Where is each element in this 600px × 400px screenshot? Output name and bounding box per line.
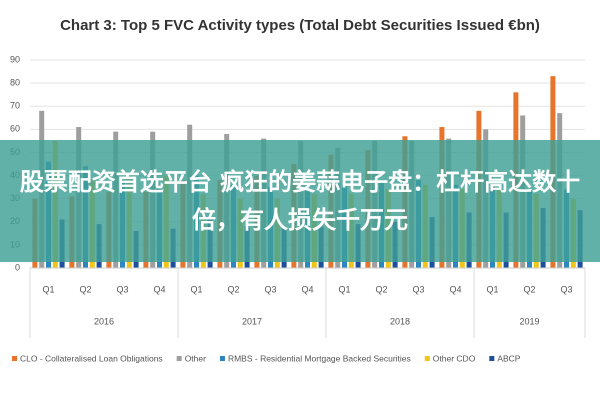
x-tick-label: Q3: [264, 284, 276, 294]
x-tick-label: Q2: [375, 284, 387, 294]
group-label: 2018: [390, 316, 410, 326]
x-tick-label: Q2: [79, 284, 91, 294]
x-tick-label: Q4: [449, 284, 461, 294]
x-tick-label: Q1: [190, 284, 202, 294]
legend-label: Other CDO: [433, 353, 476, 363]
x-tick-label: Q3: [412, 284, 424, 294]
legend-label: ABCP: [497, 353, 520, 363]
y-tick-label: 80: [10, 77, 20, 87]
legend-marker: [12, 356, 17, 361]
x-tick-label: Q2: [523, 284, 535, 294]
x-tick-label: Q1: [338, 284, 350, 294]
y-tick-label: 70: [10, 101, 20, 111]
legend-marker: [424, 356, 430, 361]
x-tick-label: Q3: [560, 284, 572, 294]
group-label: 2017: [242, 316, 262, 326]
y-tick-label: 60: [10, 124, 20, 134]
group-label: 2019: [519, 316, 539, 326]
legend-marker: [176, 356, 182, 361]
banner: 股票配资首选平台 疯狂的姜蒜电子盘：杠杆高达数十倍，有人损失千万元: [0, 140, 600, 262]
legend-marker: [219, 356, 225, 361]
x-tick-label: Q4: [153, 284, 165, 294]
x-tick-label: Q1: [42, 284, 54, 294]
y-tick-label: 0: [15, 262, 20, 272]
legend-label: RMBS - Residential Mortgage Backed Secur…: [228, 353, 411, 363]
x-tick-label: Q3: [116, 284, 128, 294]
y-tick-label: 90: [10, 54, 20, 64]
x-tick-label: Q4: [301, 284, 313, 294]
legend-marker: [489, 356, 495, 361]
banner-text: 股票配资首选平台 疯狂的姜蒜电子盘：杠杆高达数十倍，有人损失千万元: [19, 168, 581, 234]
legend-label: Other: [185, 353, 206, 363]
x-tick-label: Q2: [227, 284, 239, 294]
x-tick-label: Q1: [486, 284, 498, 294]
group-label: 2016: [94, 316, 114, 326]
legend-label: CLO - Collateralised Loan Obligations: [20, 353, 163, 363]
chart-title: Chart 3: Top 5 FVC Activity types (Total…: [60, 17, 540, 34]
